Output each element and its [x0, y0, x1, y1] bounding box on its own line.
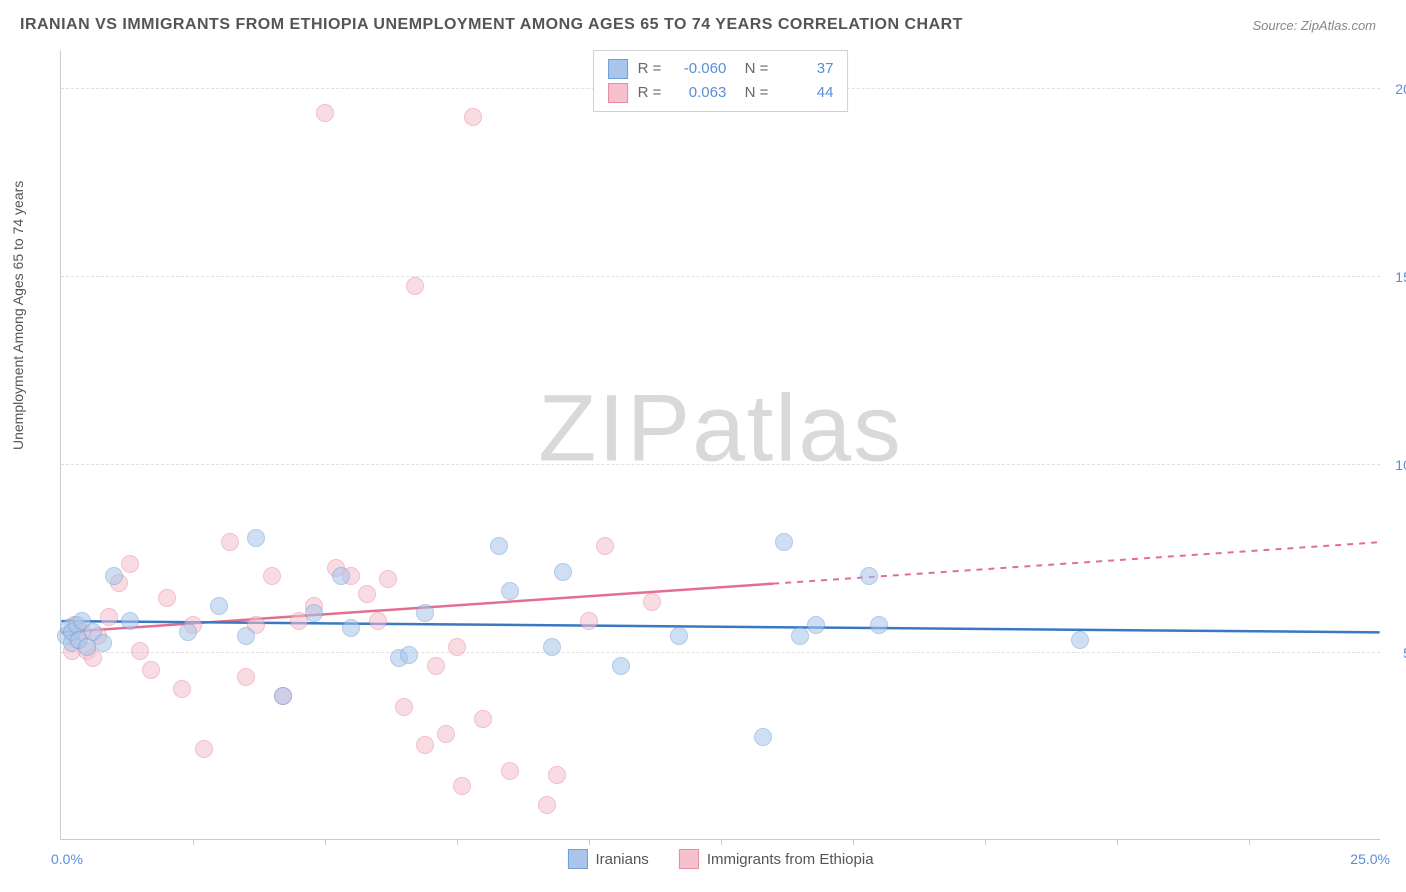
data-point	[131, 642, 149, 660]
x-tick	[1249, 839, 1250, 845]
gridline: 5.0%	[61, 652, 1380, 653]
legend-label: Immigrants from Ethiopia	[707, 851, 874, 868]
data-point	[210, 597, 228, 615]
data-point	[448, 638, 466, 656]
data-point	[221, 533, 239, 551]
y-tick-label: 20.0%	[1395, 81, 1406, 97]
data-point	[400, 646, 418, 664]
series-legend: Iranians Immigrants from Ethiopia	[567, 849, 873, 869]
data-point	[121, 612, 139, 630]
data-point	[501, 762, 519, 780]
data-point	[791, 627, 809, 645]
data-point	[305, 604, 323, 622]
n-label: N =	[736, 81, 768, 105]
legend-label: Iranians	[595, 851, 648, 868]
data-point	[100, 608, 118, 626]
data-point	[554, 563, 572, 581]
data-point	[754, 728, 772, 746]
data-point	[237, 668, 255, 686]
data-point	[263, 567, 281, 585]
data-point	[775, 533, 793, 551]
data-point	[453, 777, 471, 795]
legend-swatch	[679, 849, 699, 869]
data-point	[369, 612, 387, 630]
legend-swatch	[567, 849, 587, 869]
watermark: ZIPatlas	[538, 374, 902, 483]
legend-swatch	[608, 59, 628, 79]
data-point	[538, 796, 556, 814]
y-tick-label: 10.0%	[1395, 457, 1406, 473]
data-point	[437, 725, 455, 743]
data-point	[247, 529, 265, 547]
data-point	[105, 567, 123, 585]
data-point	[490, 537, 508, 555]
data-point	[501, 582, 519, 600]
data-point	[580, 612, 598, 630]
data-point	[179, 623, 197, 641]
data-point	[474, 710, 492, 728]
data-point	[358, 585, 376, 603]
gridline: 10.0%	[61, 464, 1380, 465]
data-point	[395, 698, 413, 716]
x-tick	[589, 839, 590, 845]
data-point	[860, 567, 878, 585]
source-label: Source: ZipAtlas.com	[1252, 18, 1376, 33]
data-point	[807, 616, 825, 634]
data-point	[612, 657, 630, 675]
data-point	[596, 537, 614, 555]
x-tick	[1117, 839, 1118, 845]
legend-swatch	[608, 83, 628, 103]
data-point	[379, 570, 397, 588]
x-tick	[721, 839, 722, 845]
legend-row: R = -0.060 N = 37	[608, 57, 834, 81]
x-max-label: 25.0%	[1350, 851, 1390, 867]
r-label: R =	[638, 81, 662, 105]
data-point	[316, 104, 334, 122]
data-point	[543, 638, 561, 656]
r-value: -0.060	[671, 57, 726, 81]
data-point	[1071, 631, 1089, 649]
gridline: 15.0%	[61, 276, 1380, 277]
data-point	[342, 619, 360, 637]
trend-lines	[61, 50, 1380, 839]
x-tick	[853, 839, 854, 845]
data-point	[274, 687, 292, 705]
y-tick-label: 15.0%	[1395, 269, 1406, 285]
data-point	[237, 627, 255, 645]
x-tick	[193, 839, 194, 845]
correlation-legend: R = -0.060 N = 37 R = 0.063 N = 44	[593, 50, 849, 112]
legend-item: Iranians	[567, 849, 648, 869]
data-point	[548, 766, 566, 784]
n-value: 44	[778, 81, 833, 105]
data-point	[173, 680, 191, 698]
data-point	[416, 604, 434, 622]
data-point	[332, 567, 350, 585]
data-point	[464, 108, 482, 126]
data-point	[158, 589, 176, 607]
data-point	[643, 593, 661, 611]
chart-plot-area: ZIPatlas 5.0%10.0%15.0%20.0% R =-0.060 N…	[60, 50, 1380, 840]
data-point	[870, 616, 888, 634]
legend-row: R = 0.063 N = 44	[608, 81, 834, 105]
data-point	[406, 277, 424, 295]
n-value: 37	[778, 57, 833, 81]
data-point	[121, 555, 139, 573]
data-point	[142, 661, 160, 679]
data-point	[195, 740, 213, 758]
r-value: 0.063	[671, 81, 726, 105]
x-origin-label: 0.0%	[51, 851, 83, 867]
chart-title: IRANIAN VS IMMIGRANTS FROM ETHIOPIA UNEM…	[20, 16, 963, 34]
data-point	[670, 627, 688, 645]
data-point	[94, 634, 112, 652]
y-axis-label: Unemployment Among Ages 65 to 74 years	[10, 181, 26, 450]
legend-item: Immigrants from Ethiopia	[679, 849, 874, 869]
n-label: N =	[736, 57, 768, 81]
x-tick	[985, 839, 986, 845]
x-tick	[457, 839, 458, 845]
x-tick	[325, 839, 326, 845]
data-point	[427, 657, 445, 675]
data-point	[416, 736, 434, 754]
r-label: R =	[638, 57, 662, 81]
